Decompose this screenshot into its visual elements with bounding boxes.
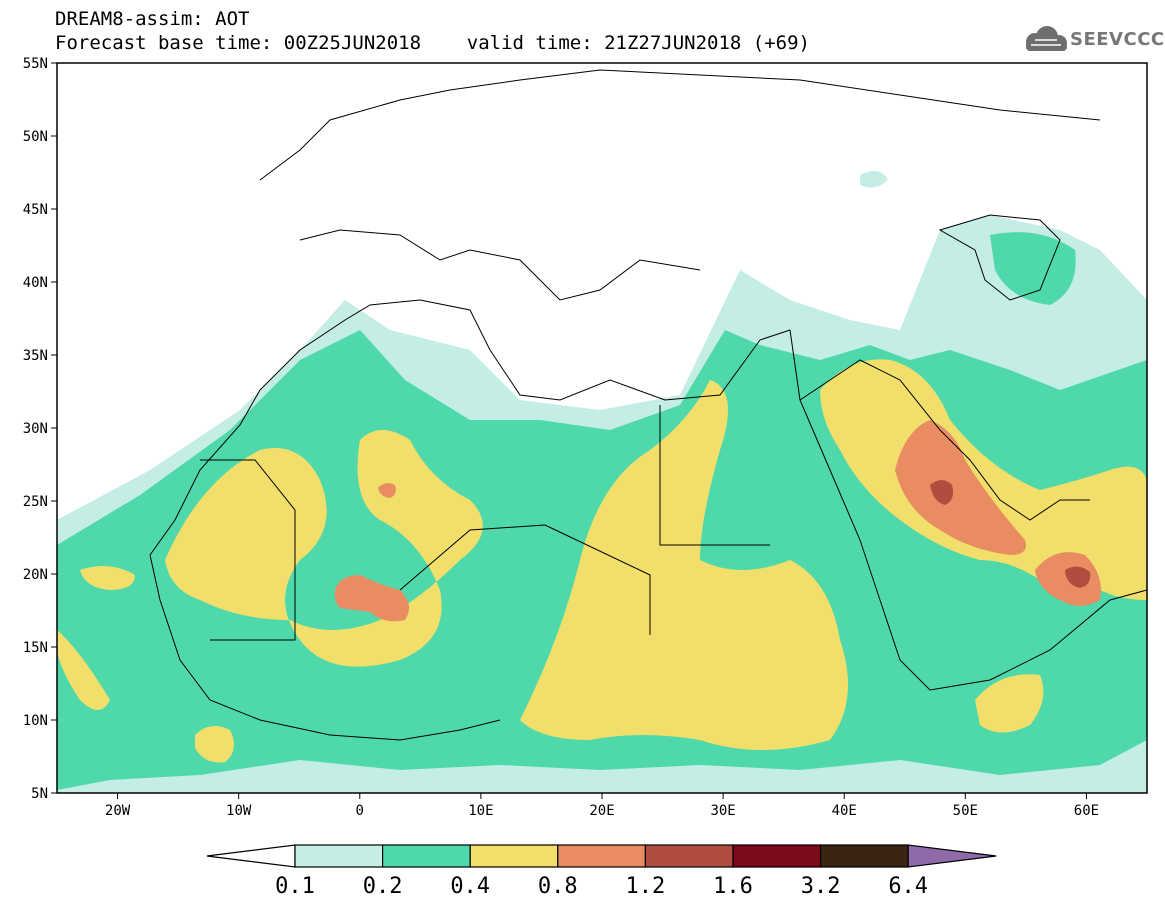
lon-label: 10W: [226, 803, 252, 819]
forecast-times: Forecast base time: 00Z25JUN2018 valid t…: [55, 32, 810, 54]
lat-label: 15N: [23, 640, 48, 656]
colorbar-swatch: [294, 844, 384, 868]
colorbar-level-label: 0.4: [450, 874, 490, 899]
colorbar-level-label: 0.1: [275, 874, 315, 899]
aot-band-0.1-north: [860, 171, 888, 188]
colorbar-swatch: [382, 844, 471, 868]
latitude-axis: 55N 50N 45N 40N 35N 30N 25N 20N 15N 10N 5N: [23, 56, 57, 802]
colorbar-swatch: [819, 844, 909, 868]
lat-label: 45N: [23, 202, 48, 218]
lon-label: 20W: [105, 803, 131, 819]
longitude-axis: 20W 10W 0 10E 20E 30E 40E 50E 60E: [105, 793, 1099, 819]
colorbar-swatch: [644, 844, 734, 868]
colorbar-level-label: 3.2: [801, 874, 841, 899]
colorbar-swatch: [469, 844, 559, 868]
aot-band-0.4-somalia: [975, 674, 1044, 733]
aot-band-0.8-mali: [334, 575, 409, 622]
lat-label: 30N: [23, 421, 48, 437]
lat-label: 40N: [23, 275, 48, 291]
lat-label: 25N: [23, 494, 48, 510]
map-title: DREAM8-assim: AOT: [55, 8, 250, 30]
aot-band-0.4-central: [520, 380, 848, 750]
aot-band-0.2-caspian: [990, 232, 1076, 305]
colorbar-level-label: 1.6: [713, 874, 753, 899]
lon-label: 10E: [468, 803, 493, 819]
aot-band-0.8-arabia: [895, 420, 1026, 555]
lon-label: 40E: [832, 803, 857, 819]
colorbar-over-triangle: [907, 844, 997, 868]
aot-band-1.2-arabia: [930, 480, 954, 505]
colorbar-level-label: 1.2: [626, 874, 666, 899]
aot-field: [57, 63, 1147, 793]
colorbar-under-triangle: [206, 844, 296, 868]
lon-label: 60E: [1074, 803, 1099, 819]
colorbar-swatch: [557, 844, 646, 868]
colorbar-level-label: 0.2: [363, 874, 403, 899]
lon-label: 20E: [589, 803, 614, 819]
lon-label: 50E: [953, 803, 978, 819]
aot-band-0.4-atlantic: [57, 630, 110, 710]
aot-band-1.2-oman: [1065, 566, 1091, 588]
coastlines: [149, 69, 1147, 741]
cloud-icon: [1026, 26, 1067, 51]
colorbar-level-label: 0.8: [538, 874, 578, 899]
lat-label: 35N: [23, 348, 48, 364]
colorbar-swatch: [732, 844, 822, 868]
lat-label: 5N: [31, 786, 48, 802]
colorbar: 0.1 0.2 0.4 0.8 1.2 1.6 3.2 6.4: [206, 844, 997, 899]
aot-band-0.4-guinea: [195, 726, 234, 763]
lat-label: 20N: [23, 567, 48, 583]
aot-band-0.4-arabia: [820, 359, 1147, 600]
lat-label: 50N: [23, 129, 48, 145]
lat-label: 55N: [23, 56, 48, 72]
lat-label: 10N: [23, 713, 48, 729]
logo-text: SEEVCCC: [1070, 29, 1165, 50]
lon-label: 0: [356, 803, 364, 819]
colorbar-level-label: 6.4: [888, 874, 928, 899]
aot-band-0.4-west-sahel: [80, 566, 135, 590]
lon-label: 30E: [710, 803, 735, 819]
aot-band-0.8-algeria: [378, 483, 396, 498]
